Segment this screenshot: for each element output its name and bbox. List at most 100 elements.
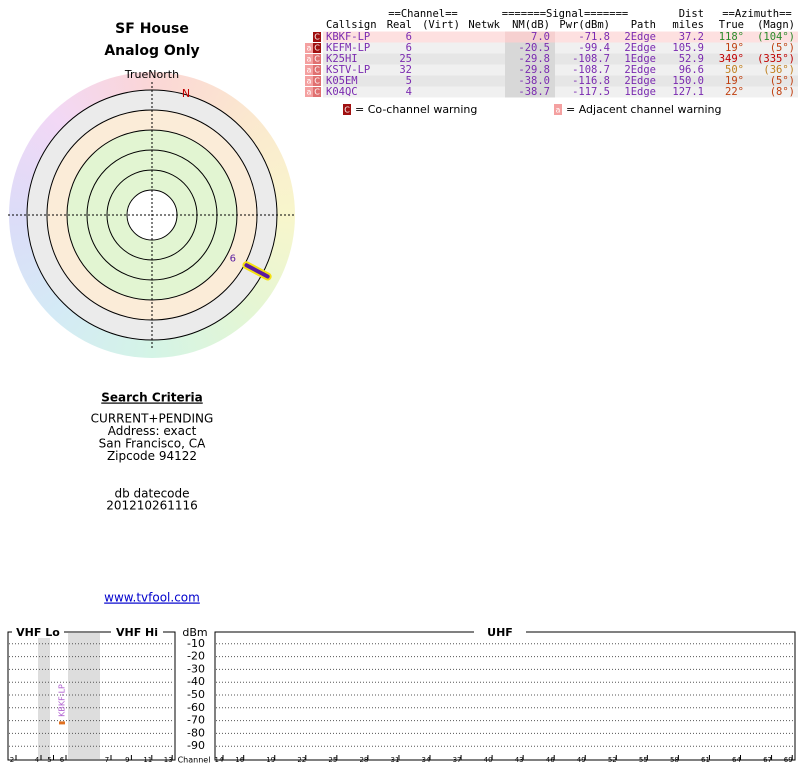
legend-text: = Co-channel warning: [355, 103, 477, 116]
station-table: ==Channel== =======Signal======= Dist ==Azi…: [305, 8, 798, 116]
db-value: 201210261116: [106, 499, 198, 513]
warning-letter: a: [307, 55, 312, 64]
x-tick-label: 58: [670, 756, 679, 764]
nm-bg: [505, 31, 555, 43]
x-tick-label: 25: [328, 756, 337, 764]
cell-path: 2Edge: [624, 75, 656, 87]
legend-icon-letter: C: [344, 106, 350, 115]
column-header: (Magn): [757, 19, 795, 31]
cell-true: 349°: [719, 53, 744, 65]
x-tick-label: 34: [422, 756, 431, 764]
group-header: ==Channel==: [388, 8, 458, 20]
site-link[interactable]: www.tvfool.com: [104, 591, 200, 605]
warning-badge: [305, 43, 313, 53]
cell-dist: 150.0: [672, 75, 704, 87]
cell-real: 25: [399, 53, 412, 65]
cell-dist: 96.6: [679, 64, 704, 76]
cell-callsign: K04QC: [326, 86, 358, 98]
cell-pwr: -71.8: [578, 31, 610, 43]
nm-bg: [505, 53, 555, 65]
x-tick-label: 43: [515, 756, 524, 764]
column-header: (Virt): [422, 19, 460, 31]
x-tick-label: 28: [359, 756, 368, 764]
signal-label: KBKF-LP: [58, 684, 67, 717]
cell-real: 5: [406, 75, 412, 87]
warning-badge: [313, 43, 321, 53]
cell-true: 19°: [725, 75, 744, 87]
cell-path: 2Edge: [624, 31, 656, 43]
legend-icon: [343, 104, 351, 115]
warning-letter: a: [307, 88, 312, 97]
station-mark: [244, 263, 270, 279]
cell-path: 1Edge: [624, 86, 656, 98]
row-bg: [323, 42, 798, 54]
y-tick-label: -30: [187, 662, 205, 675]
x-tick-label: 40: [484, 756, 493, 764]
station-label: 6: [230, 254, 236, 265]
cell-pwr: -117.5: [572, 86, 610, 98]
cell-callsign: KEFM-LP: [326, 42, 370, 54]
x-tick-label: 13: [164, 756, 173, 764]
x-tick-label: 5: [47, 756, 51, 764]
warning-letter: C: [314, 33, 320, 42]
warning-letter: C: [314, 55, 320, 64]
spectrum-chart: -10-20-30-40-50-60-70-80-90 dBm Channel VHF…: [9, 626, 794, 765]
y-tick-label: -20: [187, 650, 205, 663]
cell-magn: (335°): [757, 53, 795, 65]
y-tick-label: -50: [187, 688, 205, 701]
cell-callsign: KSTV-LP: [326, 64, 370, 76]
nm-bg: [505, 86, 555, 98]
x-tick-label: 2: [10, 756, 14, 764]
cell-real: 32: [399, 64, 412, 76]
y-tick-label: -80: [187, 726, 205, 739]
warning-letter: a: [307, 44, 312, 53]
column-header: miles: [672, 19, 704, 31]
cell-magn: (8°): [770, 86, 795, 98]
warning-badge: [313, 54, 321, 64]
legend-icon-letter: a: [556, 106, 561, 115]
x-tick-label: 22: [297, 756, 306, 764]
warning-letter: a: [307, 77, 312, 86]
row-bg: [323, 86, 798, 98]
cell-path: 2Edge: [624, 42, 656, 54]
x-tick-label: 67: [763, 756, 772, 764]
cell-dist: 52.9: [679, 53, 704, 65]
row-bg: [323, 64, 798, 76]
x-tick-label: 11: [143, 756, 152, 764]
x-tick-label: 52: [608, 756, 617, 764]
cell-pwr: -108.7: [572, 64, 610, 76]
x-tick-label: 46: [546, 756, 555, 764]
column-header: Real: [387, 19, 412, 31]
warning-badge: [313, 76, 321, 86]
channel-shade: [68, 633, 100, 759]
cell-true: 19°: [725, 42, 744, 54]
cell-magn: (104°): [757, 31, 795, 43]
warning-badge: [305, 65, 313, 75]
x-tick-label: 14: [215, 756, 224, 764]
cell-pwr: -116.8: [572, 75, 610, 87]
warning-letter: C: [314, 77, 320, 86]
nm-bg: [505, 42, 555, 54]
column-header: NM(dB): [512, 19, 550, 31]
cell-true: 22°: [725, 86, 744, 98]
cell-dist: 105.9: [672, 42, 704, 54]
row-bg: [323, 53, 798, 65]
signal-mark: [59, 721, 65, 725]
cell-nm: -20.5: [518, 42, 550, 54]
cell-pwr: -108.7: [572, 53, 610, 65]
column-header: True: [719, 19, 744, 31]
warning-badge: [313, 32, 321, 42]
warning-letter: C: [314, 66, 320, 75]
warning-badge: [305, 76, 313, 86]
cell-nm: 7.0: [531, 31, 550, 43]
cell-pwr: -99.4: [578, 42, 610, 54]
x-tick-label: 9: [125, 756, 129, 764]
search-line: Zipcode 94122: [107, 449, 197, 463]
cell-nm: -38.0: [518, 75, 550, 87]
column-header: Netwk: [468, 19, 500, 31]
x-tick-label: 19: [266, 756, 275, 764]
channel-shade: [38, 633, 50, 759]
